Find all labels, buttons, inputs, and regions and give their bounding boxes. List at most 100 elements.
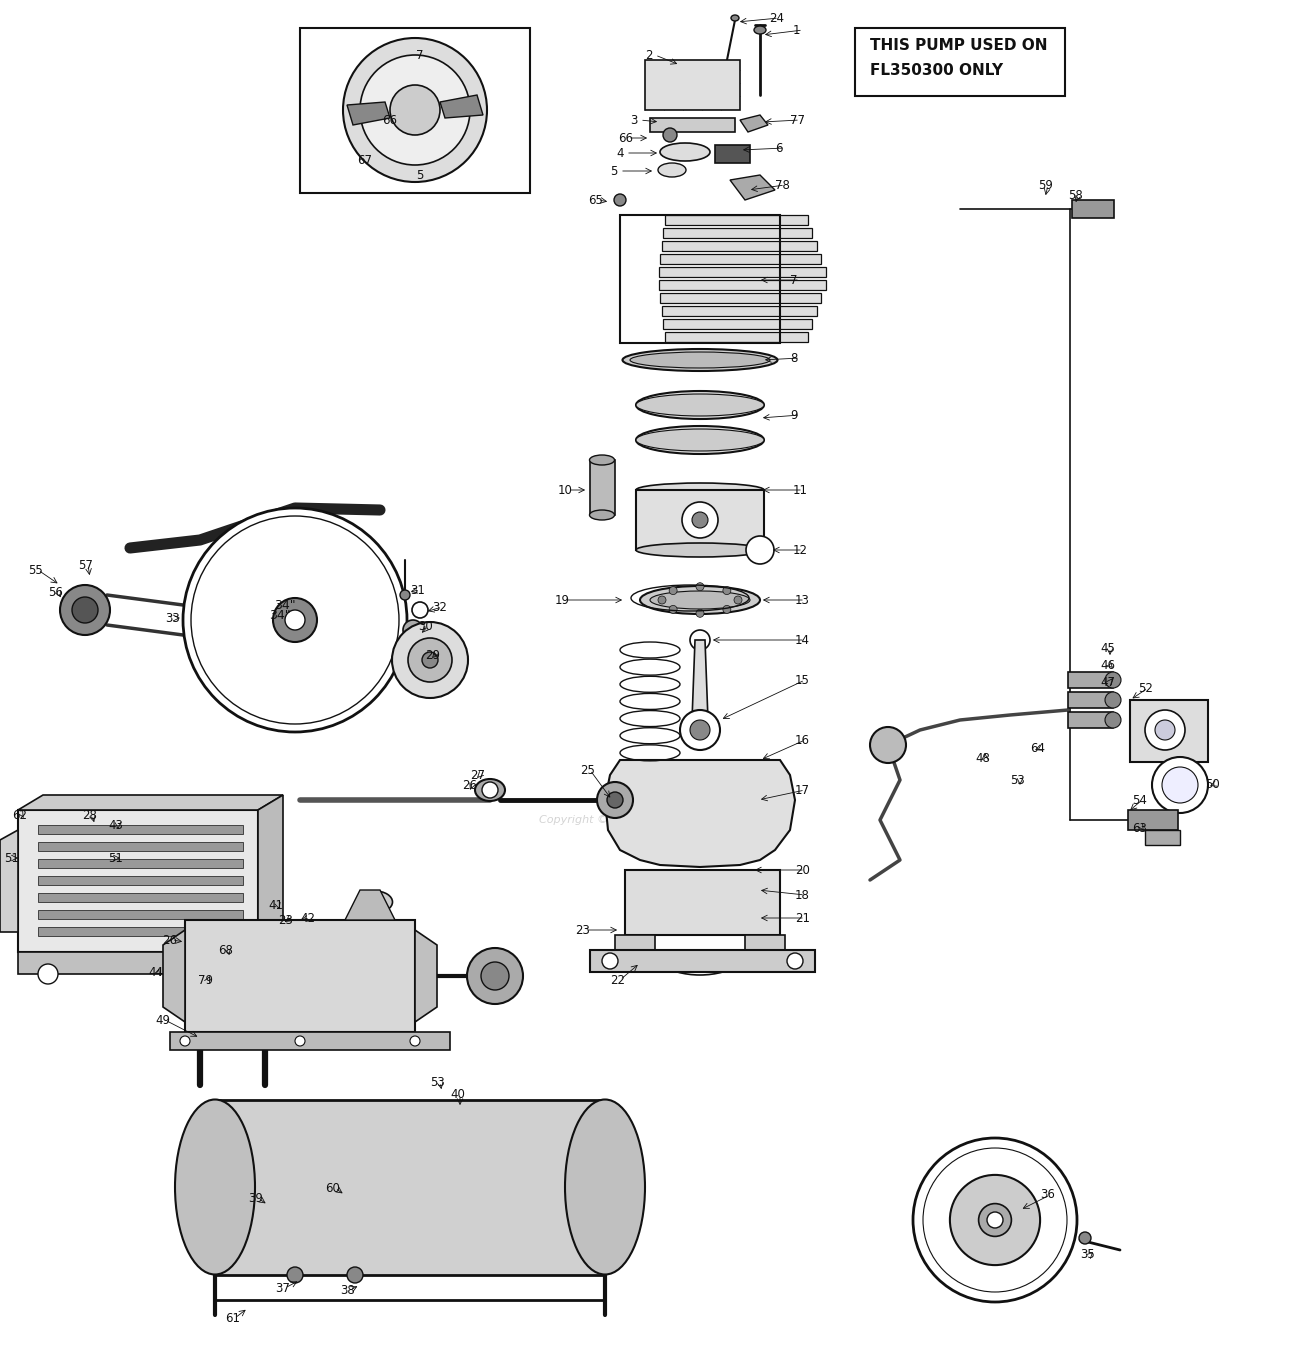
Polygon shape [439,95,484,119]
Circle shape [786,953,803,969]
Ellipse shape [589,510,615,521]
Circle shape [393,622,468,698]
Ellipse shape [636,542,764,557]
Bar [662,241,816,251]
Circle shape [723,605,731,613]
Bar [1069,711,1113,728]
Text: 63: 63 [1132,822,1147,834]
Bar [663,228,812,239]
Bar [1128,810,1178,830]
Bar [855,29,1065,95]
Circle shape [403,620,422,641]
Text: FL350300 ONLY: FL350300 ONLY [870,63,1004,78]
Ellipse shape [650,592,750,609]
Circle shape [670,586,677,594]
Circle shape [696,583,705,590]
Circle shape [1105,692,1121,707]
Text: 67: 67 [358,154,373,166]
Text: 57: 57 [78,559,92,571]
Ellipse shape [754,26,766,34]
Polygon shape [257,795,283,951]
Ellipse shape [630,352,770,368]
Polygon shape [0,830,18,932]
Text: 45: 45 [1100,642,1115,654]
Bar [1069,672,1113,688]
Circle shape [1162,767,1199,803]
Text: 55: 55 [29,563,43,577]
Ellipse shape [636,391,764,418]
Bar [590,950,815,972]
Bar [659,279,826,290]
Text: 7: 7 [790,274,797,286]
Bar [38,910,243,919]
Text: 48: 48 [975,751,989,765]
Bar [662,307,816,316]
Text: 56: 56 [48,586,62,598]
Bar [214,1100,604,1274]
Bar [38,825,243,834]
Text: 23: 23 [278,913,292,927]
Ellipse shape [636,483,764,497]
Circle shape [467,949,523,1005]
Text: 77: 77 [790,113,805,127]
Circle shape [1152,756,1208,812]
Bar [663,319,812,328]
Circle shape [360,55,471,165]
Text: 25: 25 [580,763,595,777]
Text: 50: 50 [1205,777,1219,791]
Ellipse shape [623,349,777,371]
Circle shape [658,596,666,604]
Text: 60: 60 [325,1182,339,1194]
Circle shape [412,602,428,617]
Circle shape [870,726,906,763]
Text: 13: 13 [796,593,810,607]
Text: 49: 49 [155,1014,170,1026]
Text: 52: 52 [1138,682,1153,695]
Circle shape [38,964,58,984]
Bar [620,215,780,343]
Text: 43: 43 [108,819,124,831]
Bar [1069,692,1113,707]
Circle shape [285,611,306,630]
Text: 66: 66 [618,131,633,144]
Polygon shape [415,930,437,1022]
Text: 59: 59 [1037,179,1053,191]
Text: THIS PUMP USED ON: THIS PUMP USED ON [870,38,1048,53]
Text: 51: 51 [4,852,20,864]
Circle shape [183,508,407,732]
Circle shape [422,652,438,668]
Bar [590,459,615,515]
Circle shape [347,1268,363,1283]
Text: 16: 16 [796,733,810,747]
Ellipse shape [176,1100,255,1274]
Text: 1: 1 [793,23,801,37]
Circle shape [482,782,498,797]
Circle shape [408,638,452,682]
Text: 42: 42 [300,912,315,924]
Bar [38,859,243,868]
Text: 15: 15 [796,673,810,687]
Text: 79: 79 [198,973,213,987]
Circle shape [723,586,731,594]
Circle shape [696,609,705,617]
Text: 27: 27 [471,769,485,781]
Text: 44: 44 [148,965,162,979]
Text: 40: 40 [450,1089,465,1101]
Circle shape [400,590,410,600]
Circle shape [987,1212,1004,1228]
Text: 58: 58 [1069,188,1083,202]
Text: 19: 19 [555,593,569,607]
Bar [666,215,809,225]
Text: 46: 46 [1100,658,1115,672]
Ellipse shape [358,891,393,913]
Text: 5: 5 [416,169,424,181]
Bar [660,254,822,264]
Text: 51: 51 [108,852,124,864]
Text: 41: 41 [268,898,283,912]
Circle shape [60,585,110,635]
Text: 35: 35 [1080,1249,1095,1262]
Text: 22: 22 [610,973,625,987]
Circle shape [597,782,633,818]
Circle shape [950,1175,1040,1265]
Polygon shape [347,102,390,125]
